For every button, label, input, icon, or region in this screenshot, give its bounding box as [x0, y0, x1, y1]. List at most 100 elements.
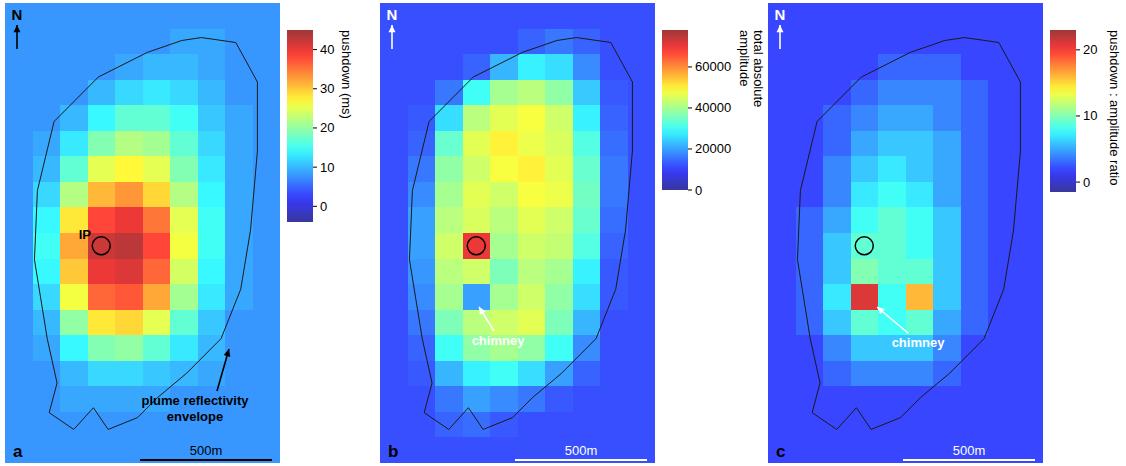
colorbar-tick	[688, 66, 692, 67]
cell	[851, 361, 879, 387]
cell	[225, 105, 253, 131]
cell	[906, 207, 934, 233]
cell	[5, 310, 33, 336]
cell	[600, 182, 628, 208]
cell	[823, 54, 851, 80]
injection-point	[467, 237, 485, 255]
cell	[628, 412, 656, 438]
cell	[435, 259, 463, 285]
cell	[225, 207, 253, 233]
cell	[490, 310, 518, 336]
cell	[225, 131, 253, 157]
cell	[906, 131, 934, 157]
cell	[115, 233, 143, 259]
cell	[60, 259, 88, 285]
cell	[435, 361, 463, 387]
cell	[88, 284, 116, 310]
cell	[88, 3, 116, 29]
cell	[60, 54, 88, 80]
cell	[435, 284, 463, 310]
cell	[545, 233, 573, 259]
cell	[518, 310, 546, 336]
cell	[463, 284, 491, 310]
north-arrow-head	[777, 25, 784, 32]
cell	[796, 80, 824, 106]
cell	[225, 259, 253, 285]
cell	[518, 29, 546, 55]
cell	[768, 412, 796, 438]
cell	[823, 156, 851, 182]
cell	[115, 207, 143, 233]
scale-bar-label: 500m	[190, 443, 223, 458]
cell	[143, 131, 171, 157]
cell	[170, 156, 198, 182]
cell	[600, 284, 628, 310]
cell	[573, 259, 601, 285]
cell	[88, 437, 116, 463]
cell	[253, 284, 281, 310]
cell	[253, 54, 281, 80]
cell	[143, 54, 171, 80]
cell	[545, 310, 573, 336]
cell	[906, 310, 934, 336]
cell	[1016, 131, 1044, 157]
cell	[33, 54, 61, 80]
cell	[573, 3, 601, 29]
cell	[768, 284, 796, 310]
cell	[545, 207, 573, 233]
cell	[463, 310, 491, 336]
cell	[115, 182, 143, 208]
cell	[878, 105, 906, 131]
cell	[545, 182, 573, 208]
cell	[768, 156, 796, 182]
cell	[198, 54, 226, 80]
north-label: N	[775, 6, 786, 23]
north-arrow	[389, 25, 396, 49]
cell	[60, 361, 88, 387]
cell	[573, 207, 601, 233]
cell	[573, 80, 601, 106]
cell	[1016, 207, 1044, 233]
cell	[768, 182, 796, 208]
cell	[33, 3, 61, 29]
cell	[170, 3, 198, 29]
cell	[545, 29, 573, 55]
cell	[463, 207, 491, 233]
cell	[796, 156, 824, 182]
cell	[253, 207, 281, 233]
cell	[600, 412, 628, 438]
cell	[60, 412, 88, 438]
cell	[878, 131, 906, 157]
cell	[380, 310, 408, 336]
cell	[380, 54, 408, 80]
cell	[5, 156, 33, 182]
colorbar-tick	[688, 148, 692, 149]
cell	[408, 233, 436, 259]
cell	[60, 156, 88, 182]
cell	[961, 54, 989, 80]
cell	[463, 437, 491, 463]
cell	[115, 259, 143, 285]
colorbar-tick-label: 10	[1083, 108, 1097, 123]
cell	[851, 386, 879, 412]
north-arrow-head	[14, 25, 21, 32]
cell	[88, 105, 116, 131]
cell	[380, 105, 408, 131]
cell	[878, 207, 906, 233]
cell	[878, 182, 906, 208]
colorbar	[287, 30, 313, 222]
cell	[768, 233, 796, 259]
cell	[143, 156, 171, 182]
cell	[33, 284, 61, 310]
cell	[573, 361, 601, 387]
cell	[143, 310, 171, 336]
annotation-arrow-shaft	[877, 307, 908, 333]
cell	[33, 412, 61, 438]
cell	[5, 3, 33, 29]
cell	[143, 182, 171, 208]
cell	[545, 131, 573, 157]
cell	[988, 259, 1016, 285]
cell	[933, 284, 961, 310]
cell	[796, 335, 824, 361]
injection-point	[855, 237, 873, 255]
